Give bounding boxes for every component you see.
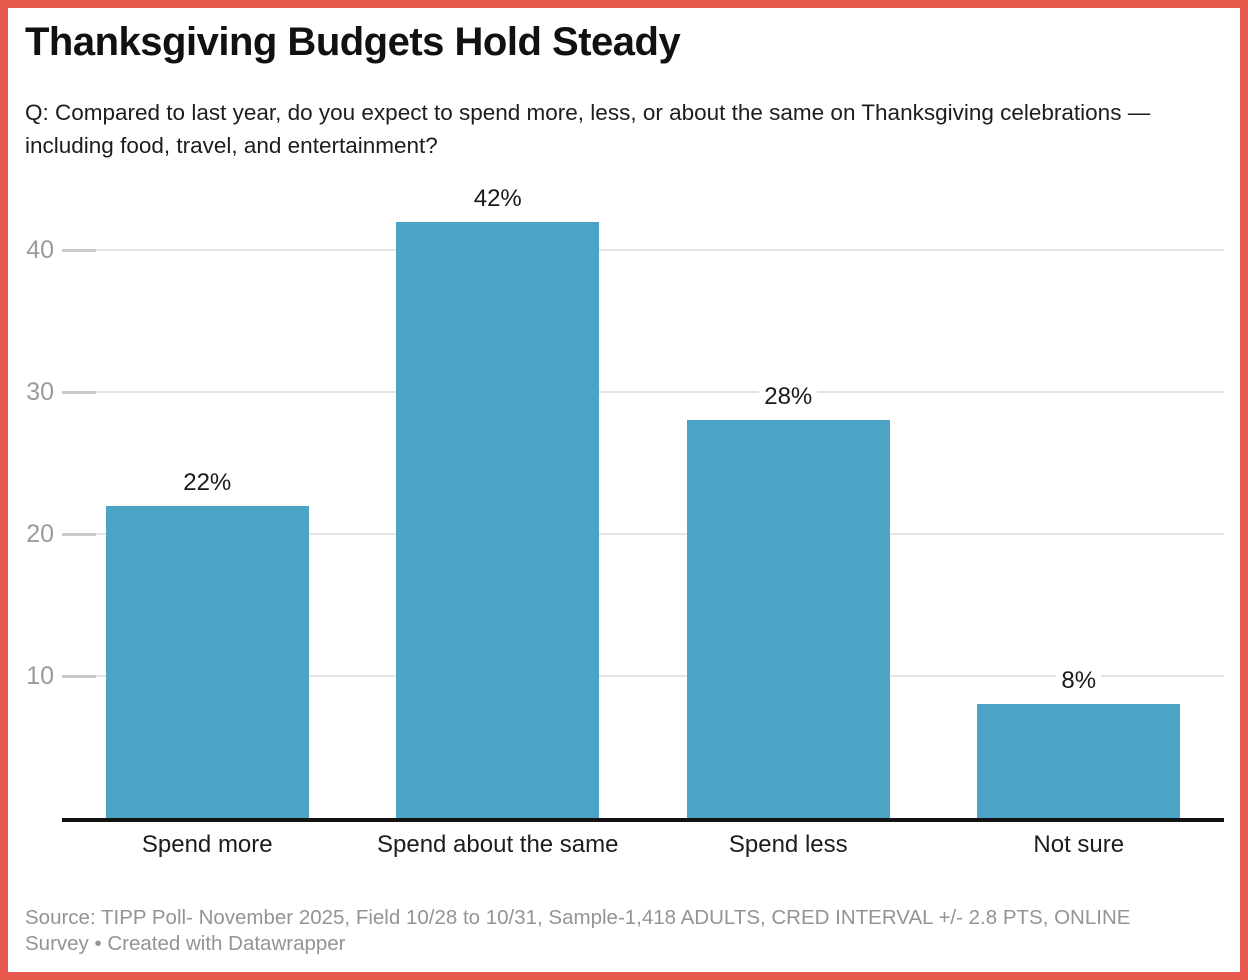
y-tick-mark-20	[62, 533, 96, 536]
bar-value-text-2: 28%	[759, 382, 818, 413]
y-tick-label-30: 30	[26, 378, 54, 406]
x-axis-baseline	[62, 818, 1224, 822]
bar-value-text-1: 42%	[468, 183, 527, 214]
chart-title: Thanksgiving Budgets Hold Steady	[25, 20, 681, 64]
bar-value-label-1: 42%	[418, 183, 578, 214]
y-tick-mark-10	[62, 675, 96, 678]
y-tick-mark-30	[62, 391, 96, 394]
gridline-40	[62, 249, 1224, 251]
y-tick-mark-40	[62, 249, 96, 252]
bar-3	[977, 704, 1181, 818]
gridline-20	[62, 533, 1224, 535]
gridline-30	[62, 391, 1224, 393]
x-axis-label-3: Not sure	[1033, 831, 1125, 858]
bar-value-text-3: 8%	[1056, 666, 1102, 697]
bar-value-label-2: 28%	[708, 382, 868, 413]
bar-value-text-0: 22%	[178, 467, 237, 498]
chart-question: Q: Compared to last year, do you expect …	[25, 100, 1151, 158]
bar-value-label-3: 8%	[999, 666, 1159, 697]
x-axis-label-1: Spend about the same	[376, 831, 619, 858]
y-tick-label-20: 20	[26, 520, 54, 548]
bar-value-label-0: 22%	[127, 467, 287, 498]
x-axis-label-0: Spend more	[141, 831, 273, 858]
source-line-1: Source: TIPP Poll- November 2025, Field …	[25, 906, 1131, 929]
y-tick-label-10: 10	[26, 662, 54, 690]
gridline-10	[62, 675, 1224, 677]
bar-1	[396, 221, 600, 818]
source-line-2: Survey • Created with Datawrapper	[25, 932, 346, 955]
bar-0	[105, 505, 309, 818]
x-axis-label-2: Spend less	[728, 831, 848, 858]
bar-2	[686, 420, 890, 818]
source-note: Source: TIPP Poll- November 2025, Field …	[25, 905, 1185, 957]
y-tick-label-40: 40	[26, 236, 54, 264]
chart-area: 10 20 30 40 22% Spend more 42% Spend about the …	[8, 8, 1240, 972]
